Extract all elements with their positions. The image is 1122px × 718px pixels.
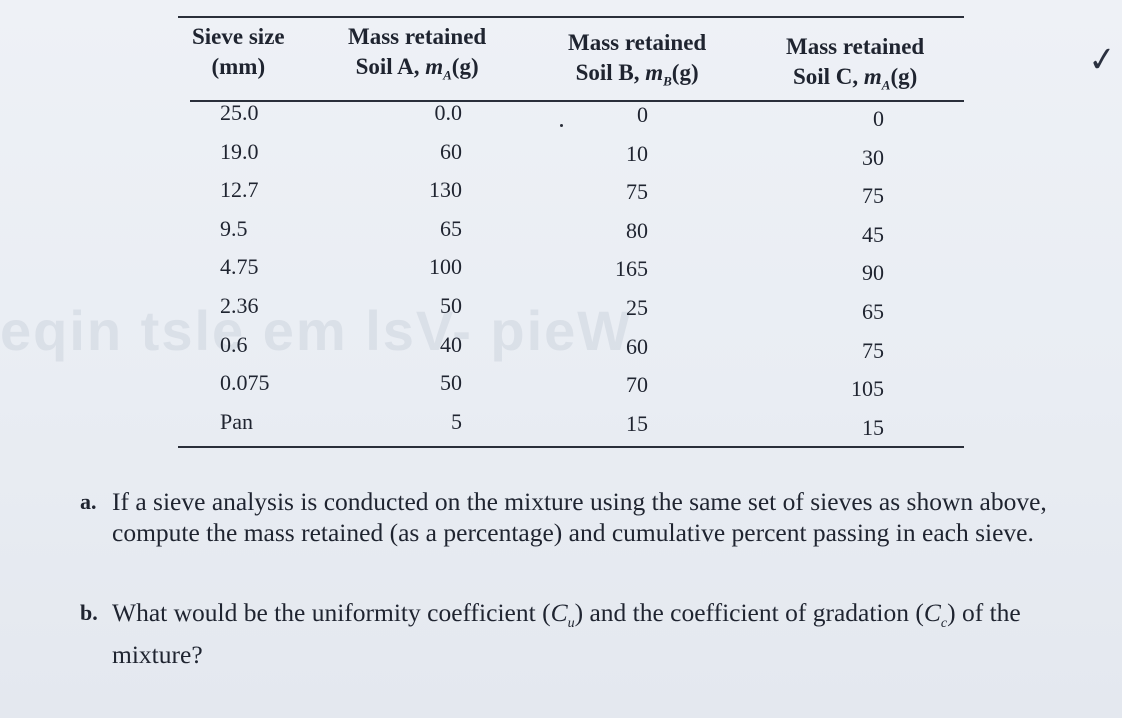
sieve-size-cell: 25.0: [220, 100, 259, 125]
sieve-size-cell: 0.075: [220, 370, 270, 396]
soil-c-mass-cell: 0: [873, 106, 884, 131]
watermark: eqin tsle em lsV- pieW: [0, 299, 633, 362]
soil-b-mass-cell: 80: [626, 217, 648, 243]
soil-c-mass-cell: 105: [851, 376, 884, 402]
soil-c-mass-cell: 75: [862, 183, 884, 209]
soil-b-mass-cell: 25: [626, 295, 648, 320]
soil-c-mass-cell: 75: [862, 337, 884, 363]
soil-c-mass-cell: 15: [862, 414, 884, 440]
question-a-label: a.: [80, 489, 97, 514]
question-b: b. What would be the uniformity coeffici…: [80, 597, 1090, 670]
header-soil-a: Mass retained Soil A, mA(g): [348, 24, 487, 83]
soil-a-mass-cell: 130: [429, 177, 462, 203]
sieve-size-cell: 4.75: [220, 254, 259, 280]
table-header-rule: [190, 100, 964, 102]
soil-a-mass-cell: 50: [440, 370, 462, 396]
soil-c-mass-cell: 30: [862, 144, 884, 170]
question-b-text: What would be the uniformity coefficient…: [112, 598, 1021, 670]
soil-b-mass-cell: 75: [626, 179, 648, 205]
soil-a-mass-cell: 100: [429, 254, 462, 280]
soil-c-mass-cell: 65: [862, 299, 884, 324]
soil-c-mass-cell: 90: [862, 260, 884, 286]
header-sieve-size: Sieve size (mm): [192, 24, 285, 79]
sieve-size-cell: 0.6: [220, 331, 248, 357]
table-bottom-rule: [178, 446, 964, 448]
soil-c-mass-cell: 45: [862, 221, 884, 247]
stray-dot: [560, 124, 563, 127]
soil-b-mass-cell: 70: [626, 372, 648, 398]
question-a: a. If a sieve analysis is conducted on t…: [80, 486, 1090, 548]
header-soil-c: Mass retained Soil C, mA(g): [786, 34, 925, 93]
header-soil-b: Mass retained Soil B, mB(g): [568, 30, 707, 89]
soil-a-mass-cell: 65: [440, 215, 462, 241]
soil-b-mass-cell: 10: [626, 140, 648, 166]
soil-a-mass-cell: 40: [440, 331, 462, 357]
soil-a-mass-cell: 60: [440, 138, 462, 164]
sieve-size-cell: 2.36: [220, 293, 259, 318]
soil-b-mass-cell: 60: [626, 333, 648, 359]
sieve-size-cell: 19.0: [220, 138, 259, 164]
sieve-size-cell: 12.7: [220, 177, 259, 203]
sieve-size-cell: 9.5: [220, 215, 248, 241]
soil-b-mass-cell: 165: [615, 256, 648, 282]
table-top-rule: [178, 16, 964, 18]
sieve-size-cell: Pan: [220, 408, 253, 434]
soil-b-mass-cell: 0: [637, 102, 648, 127]
check-mark-icon: ✓: [1085, 38, 1119, 82]
soil-a-mass-cell: 0.0: [434, 100, 463, 125]
soil-a-mass-cell: 50: [440, 293, 462, 318]
question-b-label: b.: [80, 600, 98, 625]
soil-b-mass-cell: 15: [626, 410, 648, 436]
soil-a-mass-cell: 5: [451, 408, 462, 434]
question-a-text: If a sieve analysis is conducted on the …: [112, 487, 1047, 547]
